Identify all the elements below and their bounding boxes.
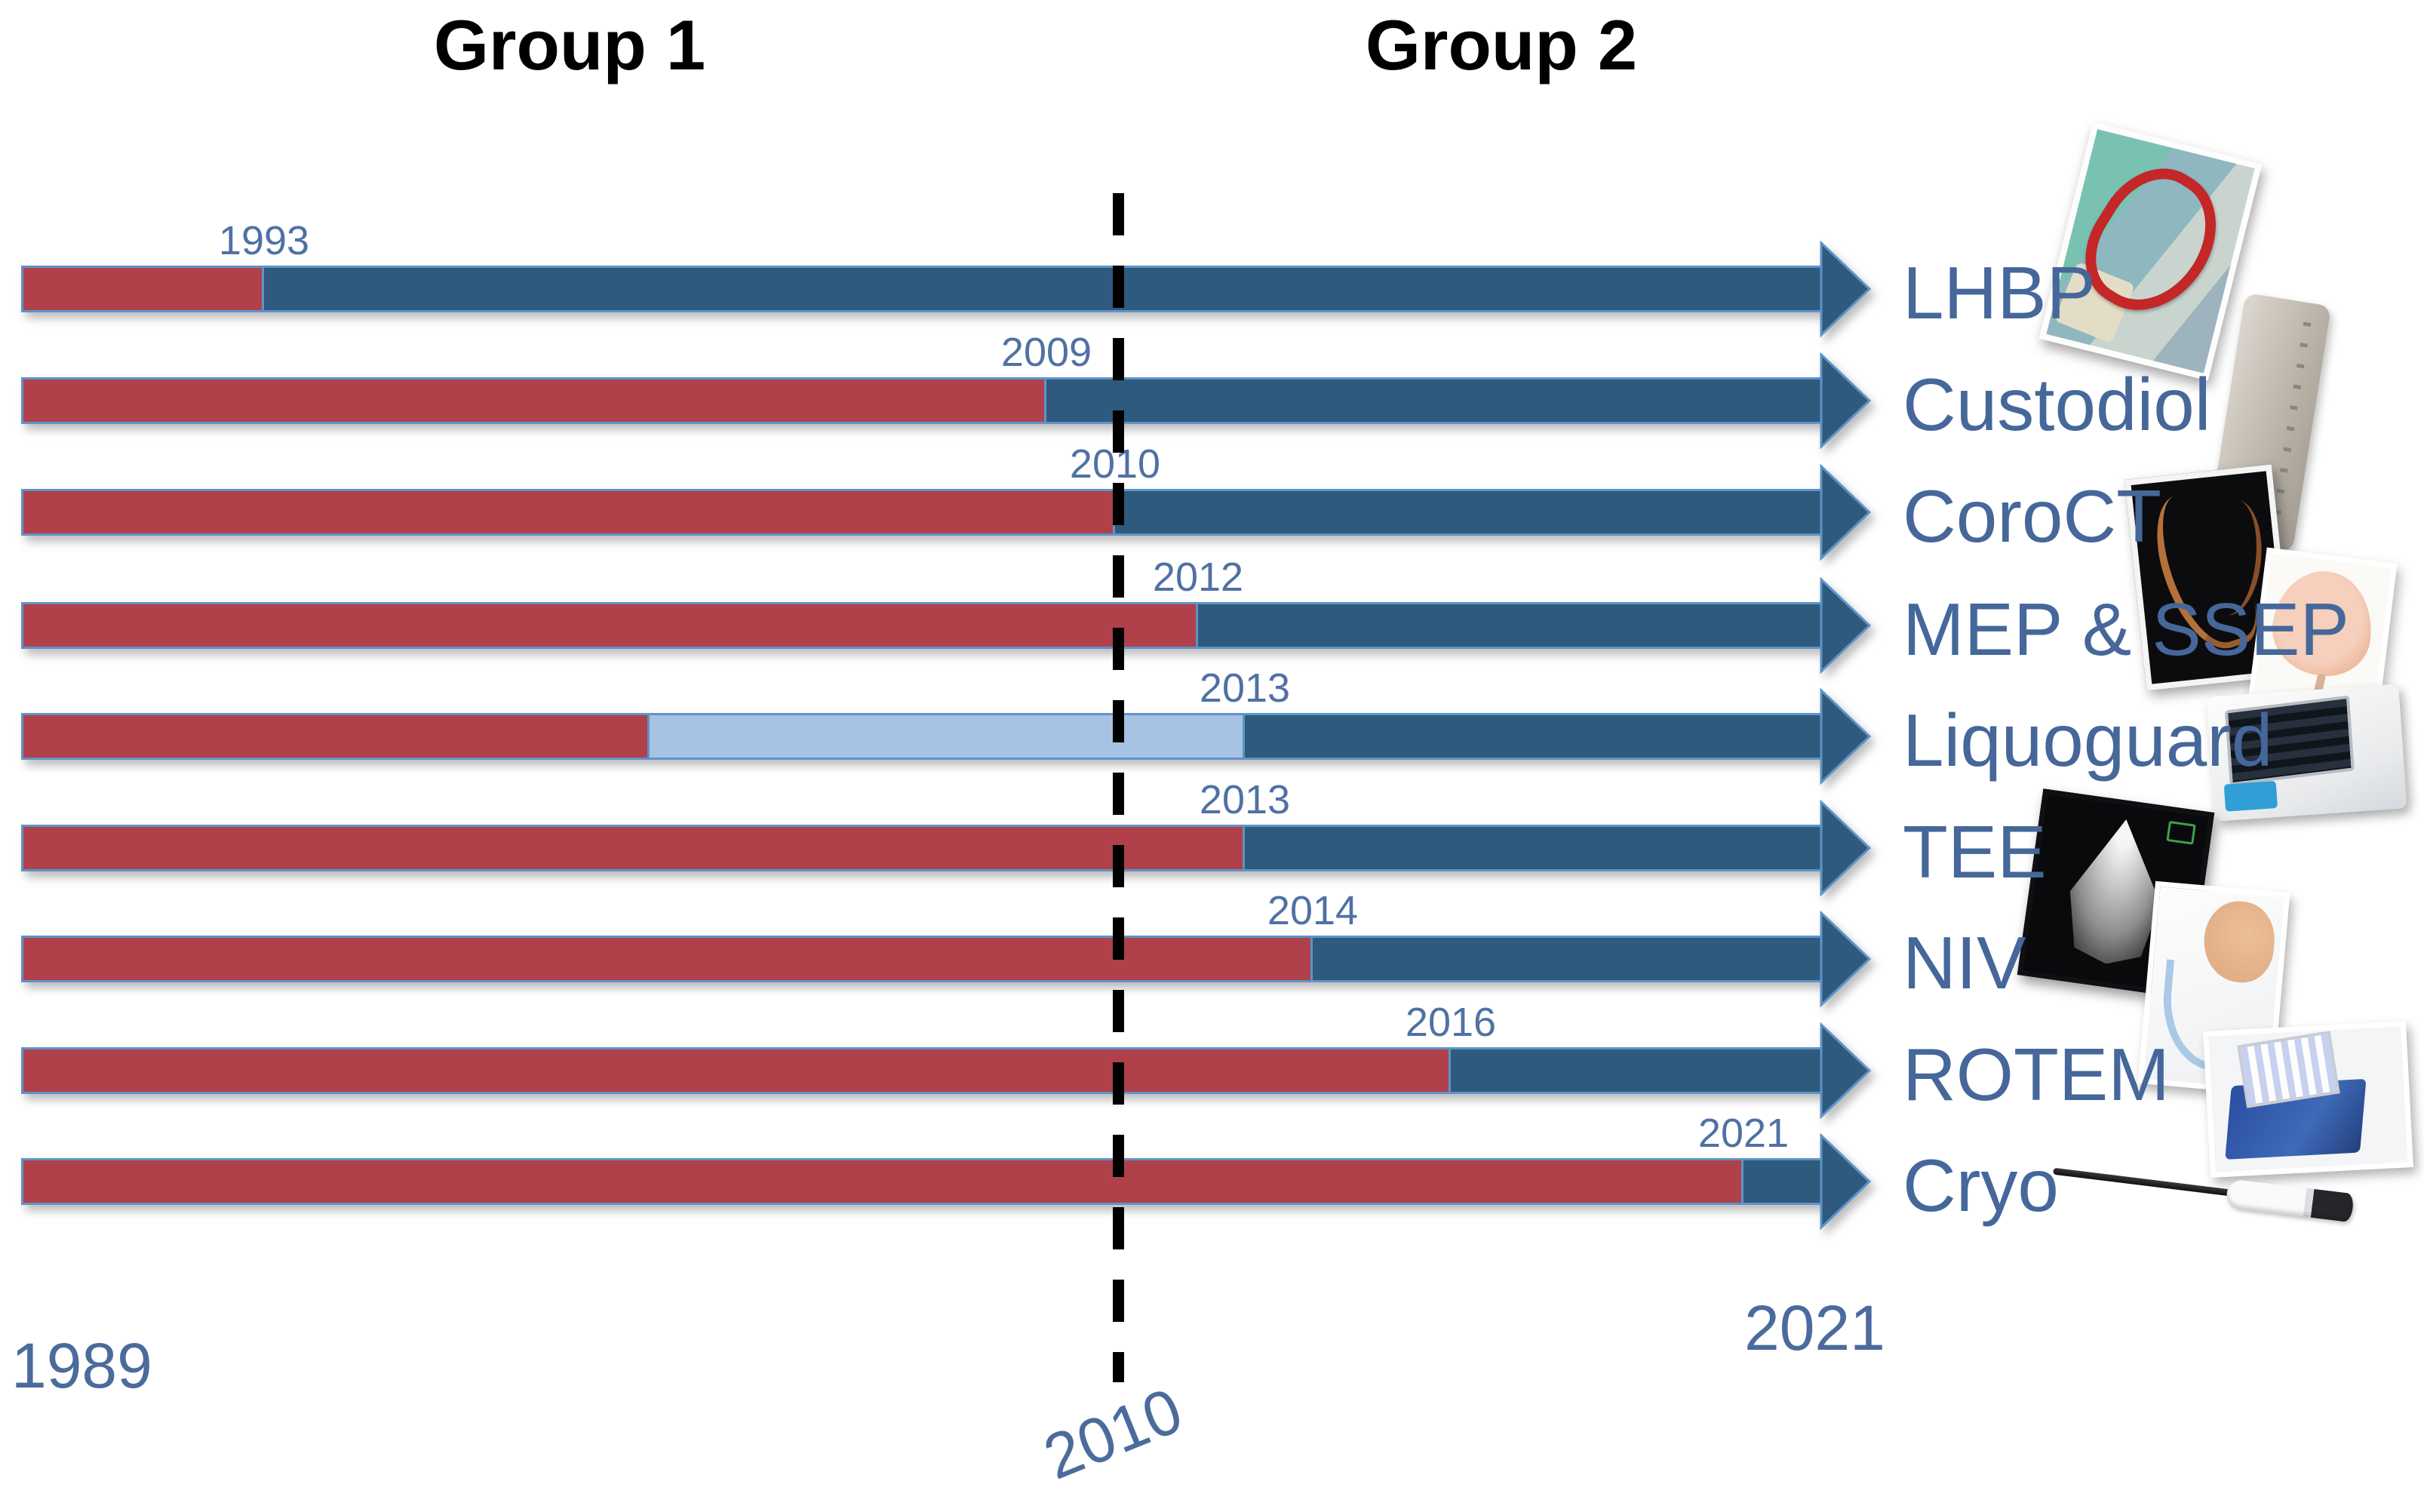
phase-before-segment <box>23 380 1044 422</box>
year-callout: 2012 <box>1152 555 1244 600</box>
row-label-liquoguard: Liquoguard <box>1903 699 2273 782</box>
axis-label-end: 2021 <box>1744 1292 1885 1363</box>
row-label-mep-ssep: MEP & SSEP <box>1903 588 2349 671</box>
arrow-head-icon <box>1820 1133 1872 1230</box>
arrow-head-icon <box>1820 800 1872 896</box>
bar-body <box>21 1158 1823 1205</box>
phase-after-segment <box>1243 715 1821 758</box>
row-label-coroct: CoroCT <box>1903 475 2162 558</box>
year-callout: 2014 <box>1267 888 1359 933</box>
group1-title: Group 1 <box>433 5 706 85</box>
phase-before-segment <box>23 938 1310 980</box>
phase-before-segment <box>23 715 647 758</box>
arrow-head-icon <box>1820 241 1872 337</box>
phase-before-segment <box>23 827 1243 869</box>
phase-before-segment <box>23 1160 1741 1203</box>
row-label-custodiol: Custodiol <box>1903 363 2211 446</box>
phase-before-segment <box>23 1049 1449 1092</box>
bar-body <box>21 377 1823 424</box>
phase-after-segment <box>1741 1160 1821 1203</box>
bar-body <box>21 266 1823 312</box>
axis-label-divider: 2010 <box>1034 1374 1192 1493</box>
bar-body <box>21 936 1823 982</box>
arrow-head-icon <box>1820 464 1872 561</box>
year-callout: 2013 <box>1199 777 1291 822</box>
bar-body <box>21 602 1823 649</box>
row-label-rotem: ROTEM <box>1903 1033 2170 1116</box>
phase-before-segment <box>23 268 262 310</box>
arrow-head-icon <box>1820 577 1872 674</box>
axis-label-start: 1989 <box>11 1330 152 1401</box>
row-label-tee: TEE <box>1903 810 2047 893</box>
bar-body <box>21 1047 1823 1094</box>
phase-before-segment <box>23 604 1196 647</box>
arrow-head-icon <box>1820 1022 1872 1119</box>
phase-before-segment <box>23 491 1113 533</box>
phase-partial-segment <box>647 715 1243 758</box>
bar-body <box>21 489 1823 536</box>
arrow-head-icon <box>1820 352 1872 449</box>
row-label-niv: NIV <box>1903 921 2026 1004</box>
arrow-head-icon <box>1820 688 1872 785</box>
divider-2010-dashed-line <box>1113 193 1124 1382</box>
phase-after-segment <box>1449 1049 1821 1092</box>
row-label-lhbp: LHBP <box>1903 251 2097 334</box>
year-callout: 1993 <box>218 218 310 263</box>
group2-title: Group 2 <box>1365 5 1638 85</box>
year-callout: 2021 <box>1697 1111 1790 1156</box>
year-callout: 2009 <box>1000 330 1092 375</box>
bar-body <box>21 825 1823 871</box>
row-label-cryo: Cryo <box>1903 1144 2059 1227</box>
phase-after-segment <box>262 268 1821 310</box>
year-callout: 2016 <box>1405 1000 1497 1045</box>
phase-after-segment <box>1196 604 1821 647</box>
phase-after-segment <box>1310 938 1821 980</box>
rotem-device-photo <box>2203 1021 2413 1178</box>
arrow-head-icon <box>1820 911 1872 1007</box>
phase-after-segment <box>1113 491 1821 533</box>
bar-body <box>21 713 1823 760</box>
phase-after-segment <box>1243 827 1821 869</box>
phase-after-segment <box>1044 380 1821 422</box>
year-callout: 2013 <box>1199 665 1291 711</box>
